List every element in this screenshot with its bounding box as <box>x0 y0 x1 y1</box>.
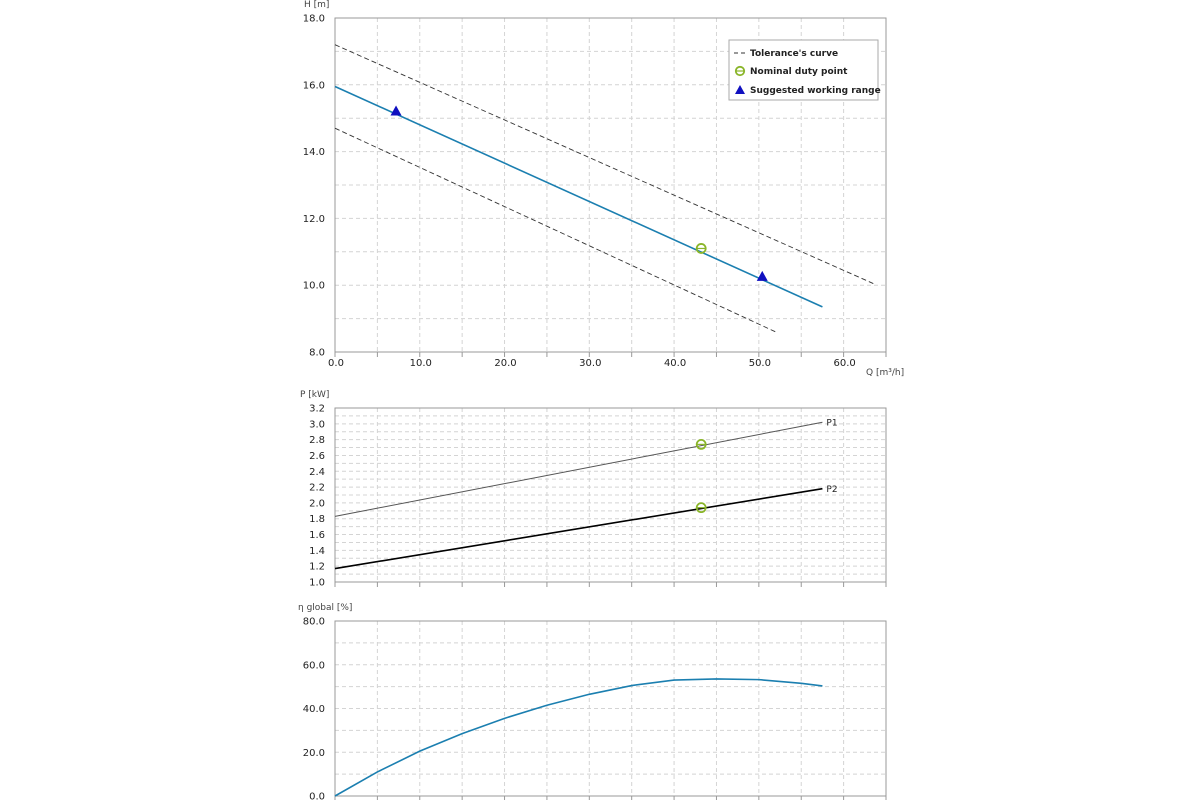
power-chart: 1.0 1.2 1.4 1.6 1.8 2.0 2.2 2.4 2.6 2.8 3.0 3.2 P [k… <box>300 390 887 589</box>
y-tick-label: 20.0 <box>303 748 325 759</box>
y-tick-label: 2.6 <box>309 451 325 462</box>
tolerance-curve-line <box>334 127 776 333</box>
y-tick-label: 2.4 <box>309 467 325 478</box>
y-tick-label: 40.0 <box>303 704 325 715</box>
y-tick-label: 2.0 <box>309 498 325 509</box>
x-tick-label: 60.0 <box>833 358 855 369</box>
y-tick-label: 8.0 <box>309 348 325 359</box>
efficiency-curve-line <box>334 678 823 797</box>
y-axis-title: P [kW] <box>300 390 329 400</box>
y-tick-label: 16.0 <box>303 80 325 91</box>
legend-duty-point-icon <box>734 65 746 77</box>
y-tick-label: 2.2 <box>309 483 325 494</box>
y-tick-label: 2.8 <box>309 435 325 446</box>
y-tick-label: 0.0 <box>309 792 325 800</box>
plot-frame <box>334 620 887 797</box>
x-tick-label: 20.0 <box>494 358 516 369</box>
legend-working-range-icon <box>735 85 745 94</box>
chart-legend: Tolerance's curve Nominal duty point Sug… <box>728 39 881 101</box>
y-tick-label: 18.0 <box>303 14 325 25</box>
plot-frame <box>334 407 887 583</box>
y-tick-label: 14.0 <box>303 147 325 158</box>
x-axis-title: Q [m³/h] <box>866 368 904 378</box>
legend-tolerance-label: Tolerance's curve <box>750 49 838 59</box>
legend-working-range-label: Suggested working range <box>750 86 881 96</box>
working-range-marker <box>756 270 768 281</box>
y-tick-label: 12.0 <box>303 214 325 225</box>
plot-frame <box>334 17 887 353</box>
y-tick-label: 3.2 <box>309 404 325 415</box>
y-axis-title: H [m] <box>304 0 329 10</box>
series-label-p2: P2 <box>826 485 837 495</box>
y-tick-label: 1.0 <box>309 578 325 589</box>
duty-point-marker <box>695 438 707 450</box>
duty-point-marker <box>695 243 707 254</box>
x-tick-label: 0.0 <box>328 358 344 369</box>
efficiency-chart: 0.0 20.0 40.0 60.0 80.0 η global [%] <box>298 603 887 800</box>
y-tick-label: 1.2 <box>309 562 325 573</box>
y-tick-label: 10.0 <box>303 281 325 292</box>
tolerance-curve-line <box>334 44 874 284</box>
y-tick-label: 1.4 <box>309 546 325 557</box>
y-axis-title: η global [%] <box>298 603 352 613</box>
x-tick-label: 40.0 <box>664 358 686 369</box>
working-range-marker <box>390 105 402 116</box>
y-tick-label: 60.0 <box>303 660 325 671</box>
y-tick-label: 1.8 <box>309 514 325 525</box>
p1-line <box>334 421 823 517</box>
head-curve-line <box>334 85 823 308</box>
p2-line <box>334 487 823 570</box>
y-tick-label: 80.0 <box>303 617 325 628</box>
y-tick-label: 3.0 <box>309 419 325 430</box>
x-tick-label: 30.0 <box>579 358 601 369</box>
x-tick-label: 10.0 <box>410 358 432 369</box>
legend-duty-point-label: Nominal duty point <box>750 67 848 77</box>
x-tick-label: 50.0 <box>749 358 771 369</box>
series-label-p1: P1 <box>826 419 837 429</box>
y-tick-label: 1.6 <box>309 530 325 541</box>
legend-box <box>728 39 879 101</box>
duty-point-marker <box>695 502 707 514</box>
